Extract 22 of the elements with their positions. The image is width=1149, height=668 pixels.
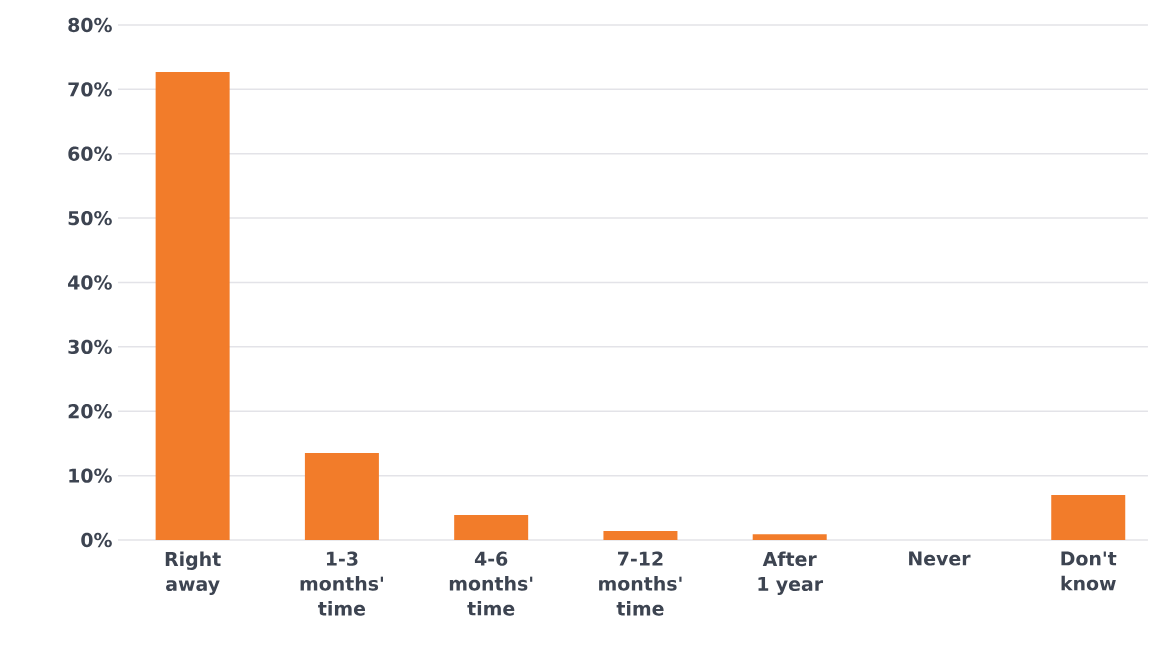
y-tick-label: 80% <box>68 17 112 33</box>
bar <box>603 530 678 540</box>
y-tick-label: 30% <box>68 339 112 355</box>
y-tick-label: 40% <box>68 275 112 290</box>
x-tick-label: 7-12 months' time <box>599 551 682 616</box>
y-tick-label: 0% <box>81 532 112 548</box>
y-tick-label: 50% <box>68 210 112 226</box>
x-tick-label: Don't know <box>1061 551 1117 591</box>
x-tick-label: After 1 year <box>758 551 824 595</box>
x-tick-label: Never <box>909 551 971 566</box>
y-tick-label: 60% <box>68 146 112 161</box>
y-tick-label: 70% <box>68 82 112 97</box>
x-tick-label: 4-6 months' time <box>449 551 533 616</box>
bar <box>304 453 379 540</box>
bar <box>752 534 827 540</box>
bar <box>454 514 529 540</box>
bar <box>1051 494 1126 540</box>
y-tick-label: 20% <box>68 404 112 419</box>
x-tick-label: 1-3 months' time <box>300 551 383 616</box>
x-tick-label: Right away <box>165 551 221 595</box>
y-tick-label: 10% <box>69 468 112 483</box>
bar <box>155 71 230 540</box>
